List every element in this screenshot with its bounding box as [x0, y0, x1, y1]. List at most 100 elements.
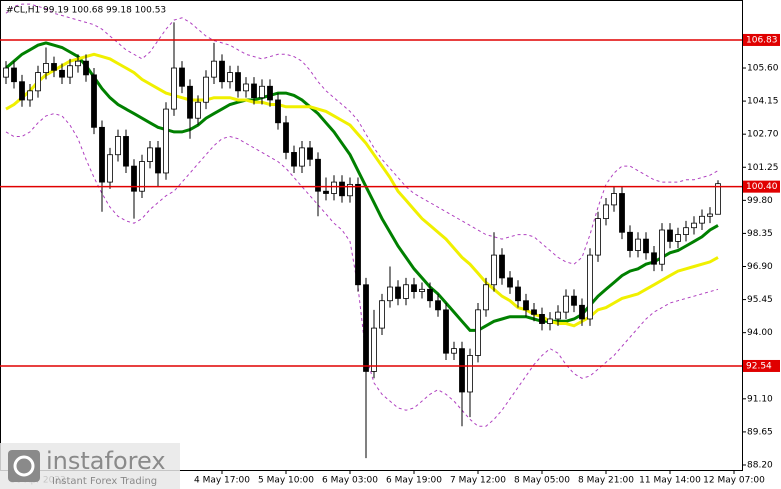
candle-body — [59, 69, 65, 78]
brand: instaforex — [46, 447, 166, 475]
candle-body — [547, 318, 553, 324]
candle-body — [91, 74, 97, 128]
y-tick-label: 89.65 — [747, 427, 773, 437]
candle-body — [43, 63, 49, 73]
candle-body — [147, 147, 153, 162]
candle-body — [523, 300, 529, 311]
candle-body — [171, 67, 177, 110]
candle-body — [163, 108, 169, 174]
level-label: 106.83 — [746, 35, 778, 45]
level-tag — [743, 359, 780, 372]
candle-body — [571, 295, 577, 306]
candle-body — [699, 215, 705, 224]
candle-body — [347, 183, 353, 197]
candle-body — [707, 213, 713, 217]
header: #CL,H1 99.19 100.68 99.18 100.53 — [6, 6, 166, 16]
band-line — [5, 3, 719, 265]
logo-icon — [8, 450, 40, 482]
candle-body — [35, 72, 41, 92]
candle-body — [291, 152, 297, 167]
candle-body — [627, 231, 633, 251]
candle-body — [363, 284, 369, 372]
y-tick-label: 88.20 — [747, 460, 773, 470]
candle-body — [611, 193, 617, 206]
y-tick-label: 102.70 — [747, 130, 779, 140]
x-tick-label: 12 May 07:00 — [703, 476, 765, 486]
y-tick-label: 101.25 — [747, 163, 779, 173]
candle-body — [51, 63, 57, 71]
watermark: instaforex Instant Forex Trading — [0, 443, 180, 489]
tagline: Instant Forex Trading — [52, 476, 157, 487]
candle-body — [555, 311, 561, 320]
candle-body — [499, 254, 505, 279]
candle-body — [211, 60, 217, 78]
level-label: 100.40 — [746, 182, 778, 192]
x-tick-label: 6 May 19:00 — [386, 476, 442, 486]
candle-body — [451, 348, 457, 354]
candle-body — [507, 277, 513, 288]
candle-body — [459, 348, 465, 393]
candle-body — [371, 327, 377, 372]
candle-body — [187, 85, 193, 119]
candle-body — [99, 126, 105, 183]
candle-body — [603, 204, 609, 219]
y-tick-label: 94.00 — [747, 328, 773, 338]
candle-body — [419, 288, 425, 292]
candle-body — [539, 314, 545, 324]
x-tick-label: 4 May 17:00 — [194, 476, 250, 486]
candle-body — [107, 154, 113, 183]
candle-body — [155, 147, 161, 174]
candle-body — [83, 60, 89, 76]
candle-body — [299, 147, 305, 167]
plot-border — [0, 0, 743, 471]
x-tick-label: 6 May 03:00 — [322, 476, 378, 486]
candle-body — [203, 76, 209, 103]
candle-body — [379, 300, 385, 329]
candle-body — [715, 183, 721, 215]
logo-mark — [13, 455, 35, 477]
candle-body — [139, 161, 145, 192]
y-tick-label: 98.35 — [747, 229, 773, 239]
candle-body — [443, 309, 449, 354]
candle-body — [3, 67, 9, 78]
candle-body — [619, 193, 625, 233]
candle-body — [67, 65, 73, 78]
candle-body — [123, 136, 129, 167]
candle-body — [283, 122, 289, 153]
y-tick-label: 96.90 — [747, 262, 773, 272]
candle-body — [19, 81, 25, 101]
candle-body — [355, 183, 361, 286]
candle-body — [227, 72, 233, 83]
candle-body — [75, 60, 81, 67]
candle-body — [403, 284, 409, 299]
x-tick-label: 8 May 21:00 — [578, 476, 634, 486]
x-tick-label: 8 May 05:00 — [514, 476, 570, 486]
y-tick-label: 95.45 — [747, 295, 773, 305]
candle-body — [435, 300, 441, 311]
candle-body — [179, 67, 185, 87]
y-tick-label: 105.60 — [747, 64, 779, 74]
candle-body — [395, 286, 401, 299]
candle-body — [675, 234, 681, 242]
candle-body — [251, 83, 257, 99]
x-tick-label: 11 May 14:00 — [639, 476, 701, 486]
candle-body — [515, 286, 521, 302]
candle-body — [427, 288, 433, 302]
level-tag — [743, 33, 780, 46]
y-tick-label: 91.10 — [747, 394, 773, 404]
candle-body — [387, 286, 393, 302]
candle-body — [131, 165, 137, 192]
candle-body — [235, 72, 241, 92]
candle-body — [259, 85, 265, 99]
candle-body — [243, 83, 249, 92]
candle-body — [411, 284, 417, 292]
candle-body — [491, 254, 497, 286]
candle-body — [11, 67, 17, 83]
plot-area — [3, 3, 721, 459]
candle-body — [667, 229, 673, 242]
x-tick-label: 7 May 12:00 — [450, 476, 506, 486]
x-tick-label: 5 May 10:00 — [258, 476, 314, 486]
candle-body — [563, 295, 569, 313]
